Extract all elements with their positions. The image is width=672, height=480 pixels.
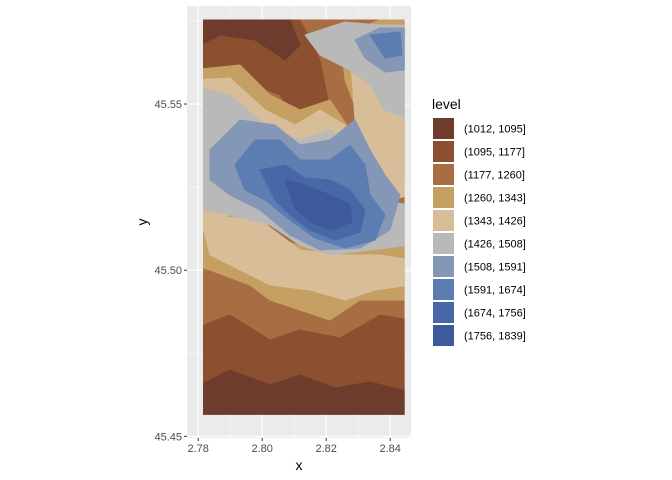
x-axis-title: x	[296, 457, 303, 473]
legend-entry-label: (1343, 1426]	[464, 216, 526, 228]
y-tick-label: 45.55	[154, 99, 182, 111]
legend-entry-label: (1260, 1343]	[464, 193, 526, 205]
legend-entry-label: (1591, 1674]	[464, 285, 526, 297]
legend-entry-label: (1095, 1177]	[464, 147, 525, 159]
legend-key-swatch	[433, 256, 454, 277]
legend-key-swatch	[433, 187, 454, 208]
legend-key-swatch	[433, 210, 454, 231]
legend-entry-label: (1426, 1508]	[464, 239, 526, 251]
x-tick-label: 2.78	[187, 443, 208, 455]
legend-key-swatch	[433, 279, 454, 300]
x-tick-label: 2.82	[315, 443, 336, 455]
y-axis-title: y	[134, 219, 150, 226]
y-tick-label: 45.45	[154, 431, 182, 443]
legend-entry-label: (1756, 1839]	[464, 331, 526, 343]
y-axis: 45.45 45.50 45.55	[154, 99, 187, 443]
x-tick-label: 2.80	[251, 443, 272, 455]
legend-entry-label: (1508, 1591]	[464, 262, 526, 274]
legend-key-swatch	[433, 118, 454, 139]
contour-band-level-9	[284, 179, 353, 231]
legend-key-swatch	[433, 325, 454, 346]
x-axis: 2.78 2.80 2.82 2.84	[187, 438, 401, 455]
legend-key-swatch	[433, 141, 454, 162]
contour-band-level-1	[203, 341, 263, 369]
legend-entry-label: (1012, 1095]	[464, 124, 526, 136]
contour-band-level-0	[203, 19, 301, 61]
y-tick-label: 45.50	[154, 265, 182, 277]
contour-band-level-0	[203, 369, 405, 415]
contour-fill-layer	[203, 19, 405, 415]
contour-band-level-4	[203, 214, 405, 301]
legend-entry-label: (1177, 1260]	[464, 170, 525, 182]
legend-key-swatch	[433, 233, 454, 254]
legend-entry-label: (1674, 1756]	[464, 308, 526, 320]
legend-key-swatch	[433, 164, 454, 185]
x-tick-label: 2.84	[379, 443, 400, 455]
contour-band-level-7	[369, 31, 403, 59]
legend-title: level	[432, 96, 461, 112]
legend-key-swatch	[433, 302, 454, 323]
legend: level (1012, 1095] (1095, 1177] (1177, 126…	[432, 96, 526, 347]
